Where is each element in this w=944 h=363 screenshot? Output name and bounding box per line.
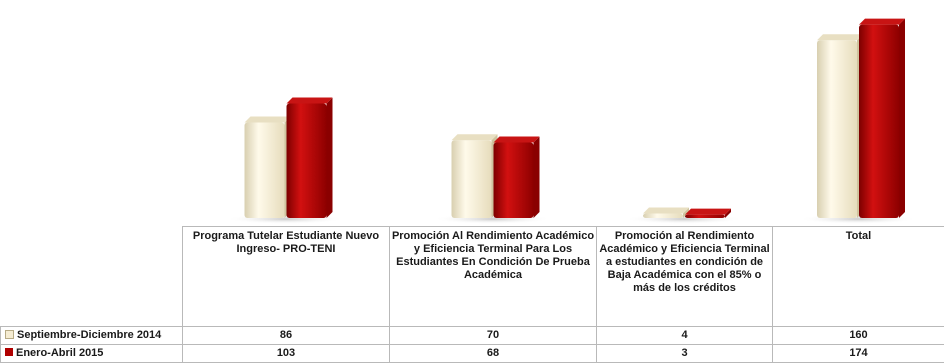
data-cell: 4 bbox=[597, 327, 773, 345]
bar bbox=[817, 40, 857, 218]
category-label: Promoción al Rendimiento Académico y Efi… bbox=[597, 227, 773, 327]
legend-key-icon bbox=[5, 348, 13, 356]
bar-top bbox=[494, 136, 540, 142]
bar-side bbox=[327, 98, 333, 218]
bars-layer bbox=[227, 19, 918, 224]
table-row: Enero-Abril 2015 103 68 3 174 bbox=[1, 345, 944, 363]
bar-top bbox=[817, 34, 863, 40]
data-cell: 160 bbox=[773, 327, 944, 345]
bar-top bbox=[859, 19, 905, 25]
data-cell: 86 bbox=[183, 327, 390, 345]
bar-top bbox=[245, 116, 291, 122]
bar-top bbox=[685, 209, 731, 215]
legend-entry: Septiembre-Diciembre 2014 bbox=[1, 327, 183, 345]
data-cell: 103 bbox=[183, 345, 390, 363]
bar bbox=[643, 214, 683, 218]
legend-entry: Enero-Abril 2015 bbox=[1, 345, 183, 363]
data-cell: 3 bbox=[597, 345, 773, 363]
table-header-row: Programa Tutelar Estudiante Nuevo Ingres… bbox=[1, 227, 944, 327]
category-label: Total bbox=[773, 227, 944, 327]
legend-key-icon bbox=[5, 330, 14, 339]
data-cell: 68 bbox=[390, 345, 597, 363]
series-name: Septiembre-Diciembre 2014 bbox=[17, 329, 161, 341]
bar-side bbox=[534, 136, 540, 218]
bar bbox=[452, 140, 492, 218]
series-name: Enero-Abril 2015 bbox=[16, 347, 103, 359]
chart-plot bbox=[0, 0, 944, 226]
data-cell: 70 bbox=[390, 327, 597, 345]
bar bbox=[287, 104, 327, 218]
bar-side bbox=[899, 19, 905, 218]
bar-top bbox=[643, 208, 689, 214]
bar-top bbox=[452, 134, 498, 140]
bar bbox=[245, 122, 285, 218]
table-row: Septiembre-Diciembre 2014 86 70 4 160 bbox=[1, 327, 944, 345]
bar bbox=[494, 142, 534, 218]
bar-top bbox=[287, 98, 333, 104]
bar bbox=[685, 215, 725, 218]
data-table: Programa Tutelar Estudiante Nuevo Ingres… bbox=[0, 226, 944, 363]
category-label: Programa Tutelar Estudiante Nuevo Ingres… bbox=[183, 227, 390, 327]
data-cell: 174 bbox=[773, 345, 944, 363]
table-corner bbox=[1, 227, 183, 327]
category-label: Promoción Al Rendimiento Académico y Efi… bbox=[390, 227, 597, 327]
bar bbox=[859, 25, 899, 218]
